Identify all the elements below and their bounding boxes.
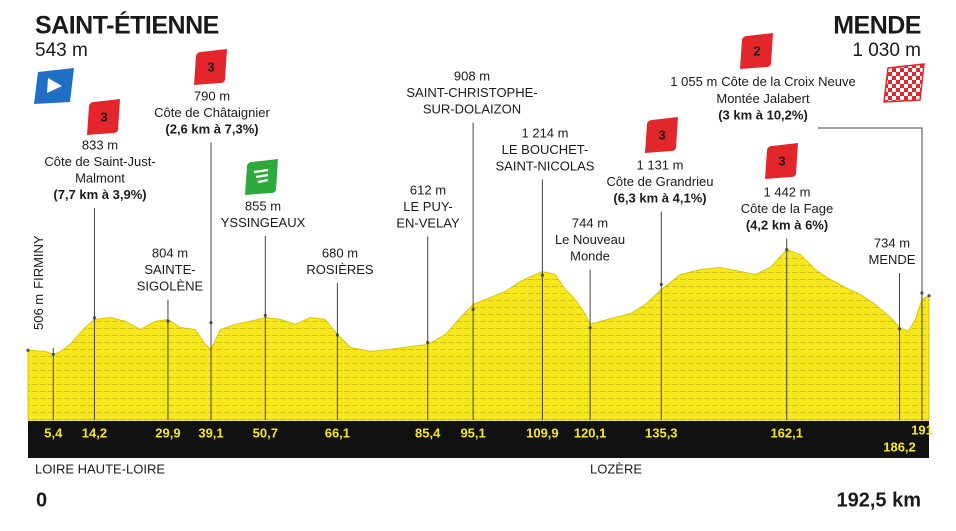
climb-badge — [87, 99, 120, 135]
climb-detail: (7,7 km à 3,9%) — [53, 187, 146, 202]
waypoint-name: SAINTE- — [144, 262, 195, 277]
climb-detail: (2,6 km à 7,3%) — [165, 121, 258, 136]
climb-category: 3 — [778, 153, 785, 168]
climb-detail: (4,2 km à 6%) — [746, 217, 828, 232]
km-band — [28, 421, 929, 458]
waypoint-elevation: 908 m — [454, 68, 490, 83]
waypoint-name: SAINT-NICOLAS — [496, 158, 595, 173]
waypoint-name: Malmont — [75, 170, 125, 185]
km-label: 85,4 — [415, 425, 441, 440]
waypoint-label: 1 055 m Côte de la Croix Neuve — [670, 74, 855, 89]
finish-flag — [883, 63, 925, 103]
climb-category: 3 — [207, 59, 214, 74]
start-point — [26, 348, 30, 352]
waypoint-name: Monde — [570, 248, 610, 263]
climb-badge — [645, 117, 678, 153]
km-label: 5,4 — [44, 425, 63, 440]
waypoint-name: FIRMINY — [31, 235, 46, 289]
waypoint-elevation: 1 055 m — [670, 74, 717, 89]
waypoint-elevation: 804 m — [152, 245, 188, 260]
waypoint-elevation: 790 m — [194, 88, 230, 103]
waypoint-name: SAINT-CHRISTOPHE- — [406, 85, 537, 100]
waypoint-name: Côte de la Fage — [741, 201, 834, 216]
waypoint-name: LE BOUCHET- — [502, 142, 589, 157]
km-label: 186,2 — [883, 439, 916, 454]
waypoint-name: SIGOLÈNE — [137, 278, 204, 293]
region-label: LOIRE HAUTE-LOIRE — [35, 461, 165, 476]
waypoint-elevation: 680 m — [322, 245, 358, 260]
sprint-icon — [253, 168, 269, 174]
waypoint-elevation: 734 m — [874, 235, 910, 250]
waypoint-label: 506 m FIRMINY — [31, 235, 46, 330]
climb-category: 2 — [753, 43, 760, 58]
waypoint-name: YSSINGEAUX — [221, 215, 306, 230]
waypoint-name: MENDE — [869, 252, 916, 267]
waypoint-elevation: 1 131 m — [637, 157, 684, 172]
climb-detail: (3 km à 10,2%) — [718, 107, 808, 122]
finish-point — [927, 294, 931, 298]
km-label: 162,1 — [770, 425, 803, 440]
climb-badge — [740, 33, 773, 69]
finish-km: 192,5 km — [836, 489, 921, 511]
sprint-icon — [255, 173, 269, 179]
waypoint-elevation: 1 442 m — [764, 184, 811, 199]
leader-line — [818, 127, 923, 420]
waypoint-name: Côte de Grandrieu — [607, 174, 714, 189]
sprint-icon — [257, 178, 269, 184]
waypoint-elevation: 833 m — [82, 137, 118, 152]
waypoint-elevation: 612 m — [410, 182, 446, 197]
waypoint-name: Côte de la Croix Neuve — [721, 74, 855, 89]
finish-elevation: 1 030 m — [852, 40, 921, 61]
km-label: 29,9 — [155, 425, 180, 440]
km-label: 50,7 — [253, 425, 278, 440]
start-flag-arrow — [47, 78, 62, 93]
climb-badge — [765, 143, 798, 179]
waypoint-name: Montée Jalabert — [716, 91, 810, 106]
finish-name: MENDE — [833, 12, 921, 40]
waypoint-name: ROSIÈRES — [306, 262, 374, 277]
waypoint-name: Côte de Châtaignier — [154, 105, 270, 120]
climb-category: 3 — [658, 127, 665, 142]
climb-detail: (6,3 km à 4,1%) — [613, 190, 706, 205]
km-label: 191 — [911, 422, 933, 437]
waypoint-name: EN-VELAY — [396, 215, 460, 230]
start-name: SAINT-ÉTIENNE — [35, 11, 219, 40]
region-label: LOZÈRE — [590, 461, 642, 476]
km-label: 66,1 — [325, 425, 350, 440]
km-label: 109,9 — [526, 425, 559, 440]
waypoint-elevation: 744 m — [572, 215, 608, 230]
start-elevation: 543 m — [35, 40, 88, 61]
km-label: 120,1 — [574, 425, 607, 440]
profile-hatch — [28, 249, 929, 420]
km-label: 14,2 — [82, 425, 107, 440]
waypoint-elevation: 1 214 m — [522, 125, 569, 140]
start-km: 0 — [36, 489, 47, 511]
km-label: 95,1 — [460, 425, 485, 440]
climb-badge — [194, 49, 227, 85]
waypoint-name: LE PUY- — [403, 199, 452, 214]
km-label: 135,3 — [645, 425, 678, 440]
waypoint-elevation: 506 m — [31, 294, 46, 330]
climb-category: 3 — [100, 109, 107, 124]
waypoint-name: Côte de Saint-Just- — [44, 154, 155, 169]
waypoint-name: SUR-DOLAIZON — [423, 101, 521, 116]
waypoint-name: Le Nouveau — [555, 232, 625, 247]
waypoint-elevation: 855 m — [245, 198, 281, 213]
km-label: 39,1 — [198, 425, 223, 440]
